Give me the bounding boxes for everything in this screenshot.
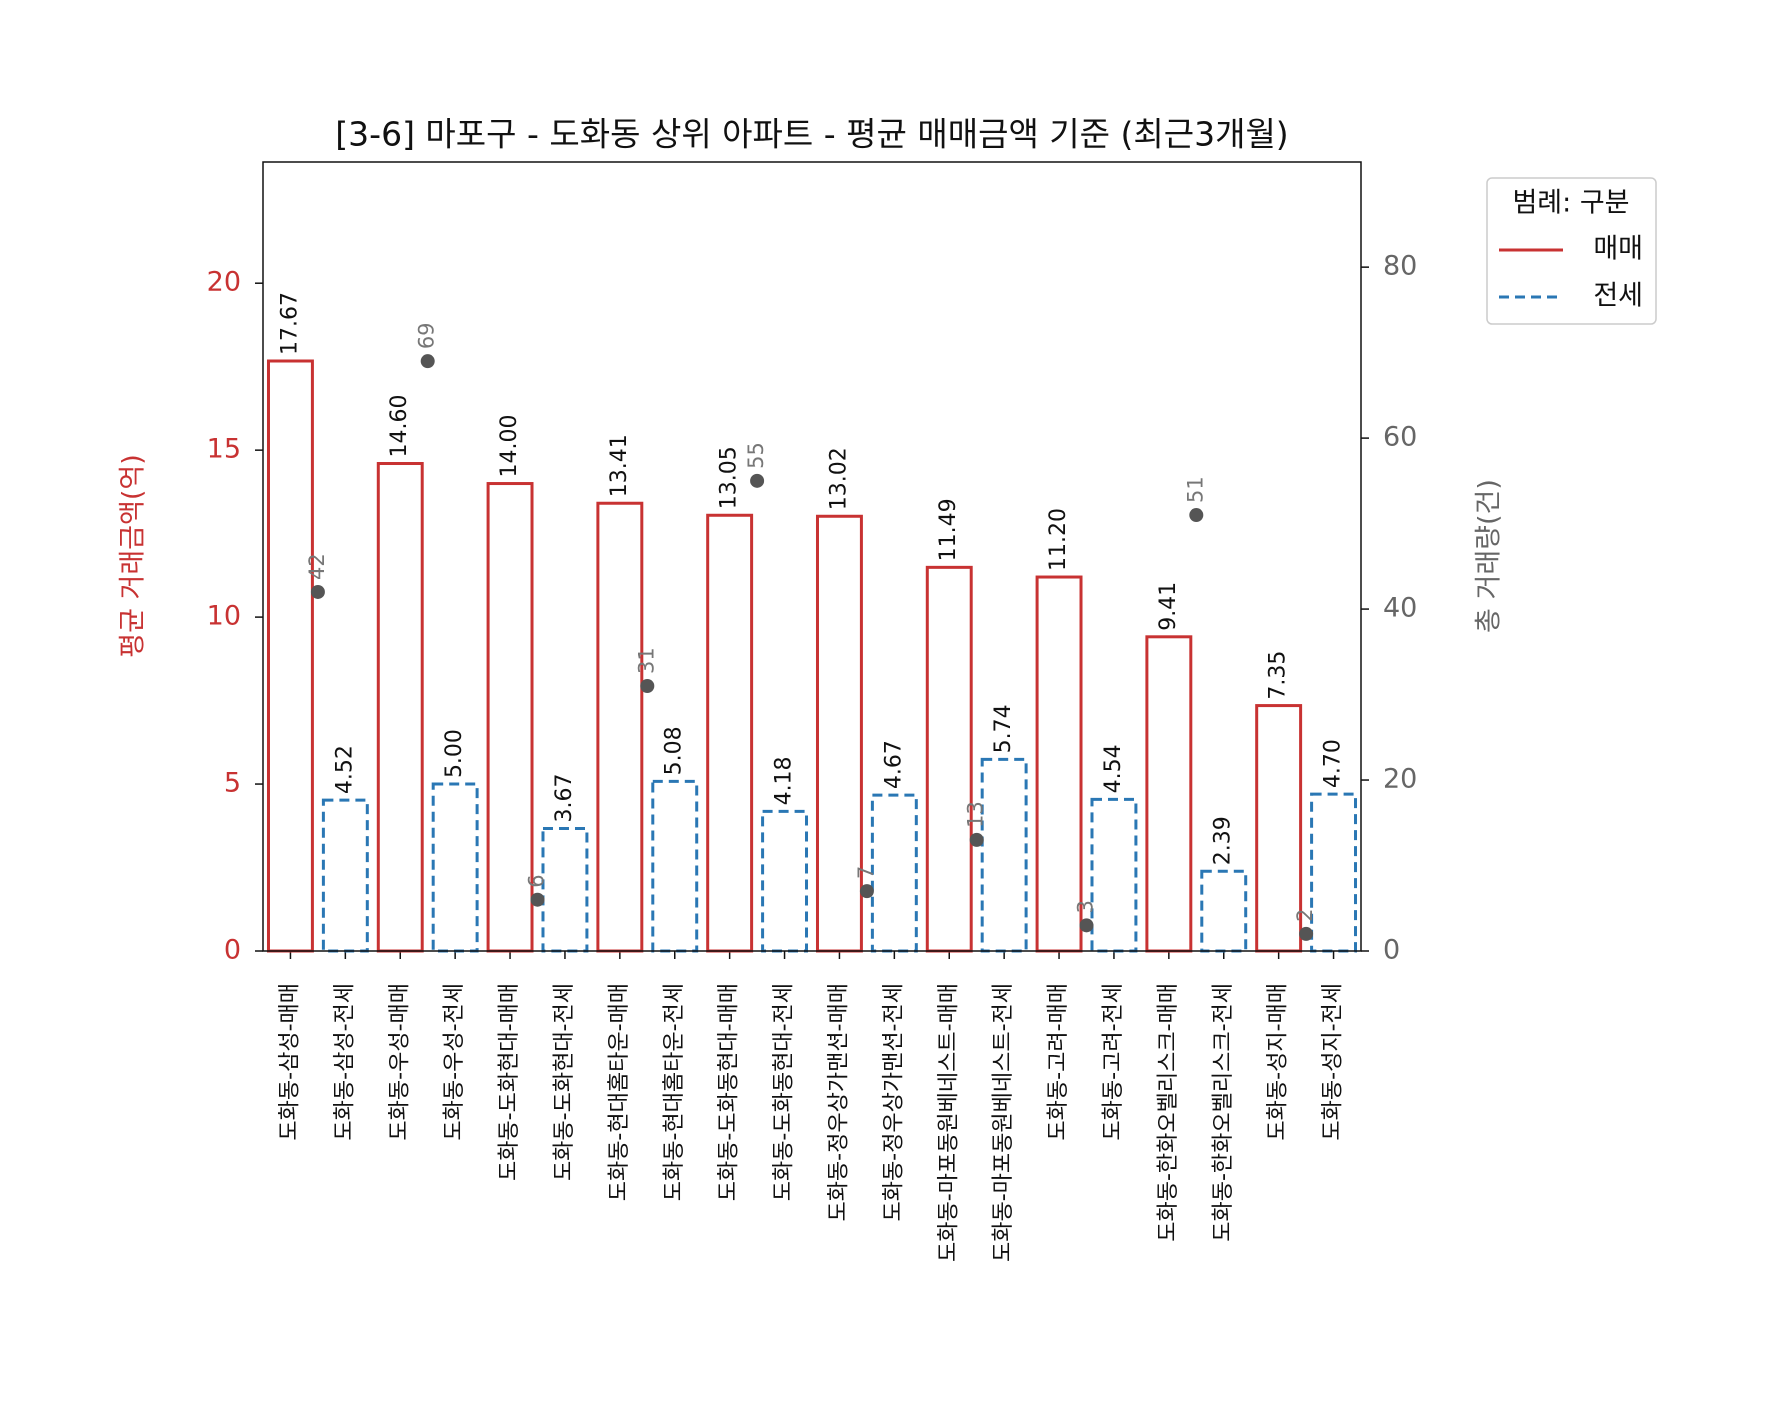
x-tick-label: 도화동-고려-매매 — [1046, 983, 1071, 1141]
legend-label: 전세 — [1593, 281, 1643, 312]
y-tick-label: 0 — [224, 935, 241, 966]
x-tick-label: 도화동-도화현대-전세 — [552, 983, 577, 1181]
count-label: 7 — [854, 866, 878, 879]
x-tick-label: 도화동-도화동현대-전세 — [772, 983, 797, 1201]
count-label: 3 — [1074, 900, 1098, 913]
x-tick-label: 도화동-한화오벨리스크-전세 — [1211, 983, 1236, 1242]
x-tick-label: 도화동-한화오벨리스크-매매 — [1156, 983, 1181, 1242]
y2-tick-label: 80 — [1383, 251, 1417, 282]
x-tick-label: 도화동-마포동원베네스트-전세 — [991, 983, 1016, 1262]
value-label: 9.41 — [1156, 582, 1181, 631]
x-tick-label: 도화동-마포동원베네스트-매매 — [936, 983, 961, 1262]
x-tick-label: 도화동-고려-전세 — [1101, 983, 1126, 1141]
count-dot — [640, 679, 655, 694]
count-dot — [1299, 926, 1314, 941]
x-tick-label: 도화동-현대홈타운-매매 — [607, 983, 632, 1201]
count-label: 42 — [305, 553, 329, 580]
count-dot — [750, 473, 765, 488]
count-label: 51 — [1183, 476, 1207, 503]
bar — [1310, 792, 1358, 953]
y2-axis-label: 총 거래량(건) — [1474, 479, 1505, 633]
count-dot — [310, 584, 325, 599]
bar — [870, 793, 918, 953]
x-tick-label: 도화동-성지-전세 — [1321, 983, 1346, 1141]
count-label: 55 — [744, 442, 768, 469]
bar — [651, 779, 699, 953]
y-tick-label: 20 — [207, 267, 241, 298]
chart-title: [3-6] 마포구 - 도화동 상위 아파트 - 평균 매매금액 기준 (최근3… — [335, 115, 1288, 154]
plot-frame — [262, 161, 1362, 952]
bar — [541, 826, 589, 953]
x-tick-label: 도화동-삼성-전세 — [332, 983, 357, 1141]
y-tick-label: 5 — [224, 768, 241, 799]
count-dot — [1189, 508, 1204, 523]
value-label: 5.00 — [442, 729, 467, 778]
bar — [761, 809, 809, 953]
value-label: 17.67 — [277, 292, 302, 355]
value-label: 13.02 — [826, 447, 851, 510]
count-dot — [1079, 918, 1094, 933]
x-tick-label: 도화동-우성-매매 — [387, 983, 412, 1141]
value-label: 5.74 — [991, 704, 1016, 753]
count-dot — [859, 884, 874, 899]
y2-tick-label: 60 — [1383, 422, 1417, 453]
legend-label: 매매 — [1593, 234, 1643, 265]
count-dot — [969, 832, 984, 847]
count-label: 2 — [1293, 909, 1317, 922]
value-label: 13.41 — [607, 434, 632, 497]
x-tick-label: 도화동-삼성-매매 — [277, 983, 302, 1141]
value-label: 5.08 — [662, 726, 687, 775]
value-label: 4.54 — [1101, 744, 1126, 793]
count-label: 13 — [964, 801, 988, 828]
y-axis-label: 평균 거래금액(억) — [118, 454, 149, 658]
legend-title: 범례: 구분 — [1512, 188, 1629, 219]
value-label: 7.35 — [1266, 651, 1291, 700]
x-tick-label: 도화동-우성-전세 — [442, 983, 467, 1141]
x-tick-label: 도화동-도화동현대-매매 — [717, 983, 742, 1201]
count-label: 6 — [525, 874, 549, 887]
x-tick-label: 도화동-정우상가맨션-전세 — [881, 983, 906, 1222]
value-label: 4.18 — [772, 756, 797, 805]
y-tick-label: 10 — [207, 601, 241, 632]
x-tick-label: 도화동-현대홈타운-전세 — [662, 983, 687, 1201]
value-label: 4.70 — [1321, 739, 1346, 788]
value-label: 13.05 — [717, 446, 742, 509]
value-label: 2.39 — [1211, 816, 1236, 865]
count-label: 31 — [634, 647, 658, 674]
value-label: 3.67 — [552, 773, 577, 822]
y-tick-label: 15 — [207, 434, 241, 465]
y2-tick-label: 40 — [1383, 593, 1417, 624]
value-label: 14.00 — [497, 415, 522, 478]
value-label: 11.20 — [1046, 508, 1071, 571]
x-tick-label: 도화동-성지-매매 — [1266, 983, 1291, 1141]
y2-tick-label: 0 — [1383, 935, 1400, 966]
value-label: 11.49 — [936, 498, 961, 561]
y2-tick-label: 20 — [1383, 764, 1417, 795]
value-label: 14.60 — [387, 395, 412, 458]
value-label: 4.52 — [332, 745, 357, 794]
x-tick-label: 도화동-정우상가맨션-매매 — [826, 983, 851, 1222]
value-label: 4.67 — [881, 740, 906, 789]
legend-box — [1486, 177, 1657, 325]
count-dot — [420, 354, 435, 369]
x-tick-label: 도화동-도화현대-매매 — [497, 983, 522, 1181]
count-label: 69 — [415, 322, 439, 349]
count-dot — [530, 892, 545, 907]
